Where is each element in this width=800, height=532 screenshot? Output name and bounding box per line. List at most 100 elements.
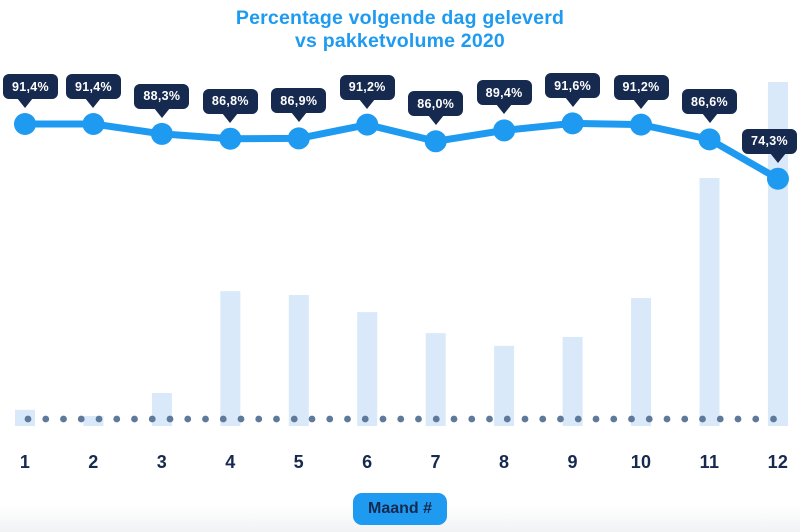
baseline-dot xyxy=(24,415,32,423)
x-axis-label-1: 1 xyxy=(19,452,31,472)
baseline-dot xyxy=(486,415,493,423)
line-point-month-10 xyxy=(630,113,653,136)
x-axis-label-3: 3 xyxy=(156,452,168,472)
volume-bar-month-12 xyxy=(767,82,788,426)
line-point-month-12 xyxy=(766,167,789,190)
chart-title: Percentage volgende dag geleverd vs pakk… xyxy=(0,7,800,53)
x-axis-label-10: 10 xyxy=(630,452,652,472)
baseline-dot xyxy=(237,415,245,423)
line-point-month-9 xyxy=(561,112,584,135)
baseline-dot xyxy=(770,415,777,423)
baseline-dot xyxy=(166,415,174,423)
baseline-dot xyxy=(592,415,600,423)
x-axis-label-4: 4 xyxy=(225,452,236,472)
value-label-month-1: 91,4% xyxy=(3,74,58,99)
value-label-pointer xyxy=(290,112,307,123)
volume-bar-month-6 xyxy=(357,312,378,426)
x-axis-label-2: 2 xyxy=(88,452,99,472)
baseline-dot xyxy=(202,415,209,423)
baseline-dot xyxy=(681,415,689,423)
value-label-pointer xyxy=(85,98,102,108)
volume-bar-month-9 xyxy=(562,336,583,426)
baseline-dot xyxy=(716,415,724,423)
x-axis-label-9: 9 xyxy=(567,452,578,472)
x-axis-label-11: 11 xyxy=(699,452,720,472)
line-point-month-4 xyxy=(219,127,242,150)
baseline-dot xyxy=(539,415,547,423)
line-point-month-2 xyxy=(82,113,105,135)
x-axis-title-badge: Maand # xyxy=(352,493,448,525)
baseline-dot xyxy=(379,415,387,423)
baseline-dot xyxy=(752,415,760,423)
baseline-dot xyxy=(308,415,316,423)
baseline-dot xyxy=(450,415,458,423)
baseline-dot xyxy=(148,415,156,423)
baseline-dot xyxy=(521,415,529,423)
x-axis-label-8: 8 xyxy=(498,452,510,472)
x-axis-label-6: 6 xyxy=(362,452,373,472)
value-label-pointer xyxy=(496,104,513,115)
baseline-dot xyxy=(663,415,671,423)
baseline-dot xyxy=(219,415,227,423)
x-axis-label-7: 7 xyxy=(430,452,441,472)
line-point-month-3 xyxy=(150,122,173,145)
value-label-month-9: 91,6% xyxy=(545,73,601,99)
baseline-dot xyxy=(60,415,67,423)
baseline-dot xyxy=(415,415,422,423)
value-label-pointer xyxy=(427,115,444,126)
baseline-dot xyxy=(77,415,85,423)
x-axis-label-5: 5 xyxy=(293,452,304,472)
value-label-month-5: 86,9% xyxy=(271,88,327,114)
baseline-dot xyxy=(645,415,653,423)
value-label-pointer xyxy=(153,107,170,118)
baseline-dot xyxy=(326,415,334,423)
value-label-month-6: 91,2% xyxy=(339,74,395,100)
baseline-dot xyxy=(734,415,742,423)
baseline-dot xyxy=(131,415,138,423)
baseline-dot xyxy=(113,415,121,423)
baseline-dot xyxy=(628,415,635,423)
baseline-dot xyxy=(184,415,192,423)
baseline-dot xyxy=(699,415,706,423)
baseline-dot xyxy=(503,415,511,423)
baseline-dot xyxy=(255,415,263,423)
line-point-month-8 xyxy=(493,119,516,142)
baseline-dot xyxy=(290,415,298,423)
percentage-line xyxy=(21,119,782,183)
baseline-dot xyxy=(468,415,476,423)
value-label-month-7: 86,0% xyxy=(408,91,464,117)
volume-bar-month-2 xyxy=(83,416,104,426)
volume-bar-month-8 xyxy=(494,345,515,426)
line-point-month-5 xyxy=(287,127,310,150)
x-axis-title-label: Maand # xyxy=(367,500,433,517)
value-label-pointer xyxy=(359,98,376,109)
baseline-dot xyxy=(273,415,280,423)
baseline-dot xyxy=(432,415,440,423)
baseline-dot xyxy=(397,415,405,423)
volume-bar-month-5 xyxy=(288,294,309,426)
value-label-pointer xyxy=(222,112,239,123)
baseline-dot xyxy=(361,415,369,423)
line-point-month-6 xyxy=(356,113,379,136)
baseline-dot xyxy=(42,415,50,423)
line-point-month-1 xyxy=(14,113,36,135)
volume-bar-month-7 xyxy=(425,333,446,426)
line-point-month-11 xyxy=(698,128,721,151)
value-label-pointer xyxy=(17,98,33,108)
value-label-month-3: 88,3% xyxy=(134,83,190,109)
value-label-month-8: 89,4% xyxy=(476,80,532,106)
baseline-dot xyxy=(95,415,103,423)
value-label-month-11: 86,6% xyxy=(682,89,737,115)
value-label-pointer xyxy=(701,113,718,124)
value-label-pointer xyxy=(564,97,581,108)
volume-bar-month-4 xyxy=(220,291,241,426)
volume-bar-month-11 xyxy=(699,177,720,426)
value-label-month-2: 91,4% xyxy=(65,74,121,99)
value-label-pointer xyxy=(769,152,786,163)
chart-title-line1: Percentage volgende dag geleverd xyxy=(235,7,565,29)
line-point-month-7 xyxy=(424,130,447,153)
value-label-month-10: 91,2% xyxy=(613,74,669,100)
baseline-dot xyxy=(574,415,582,423)
